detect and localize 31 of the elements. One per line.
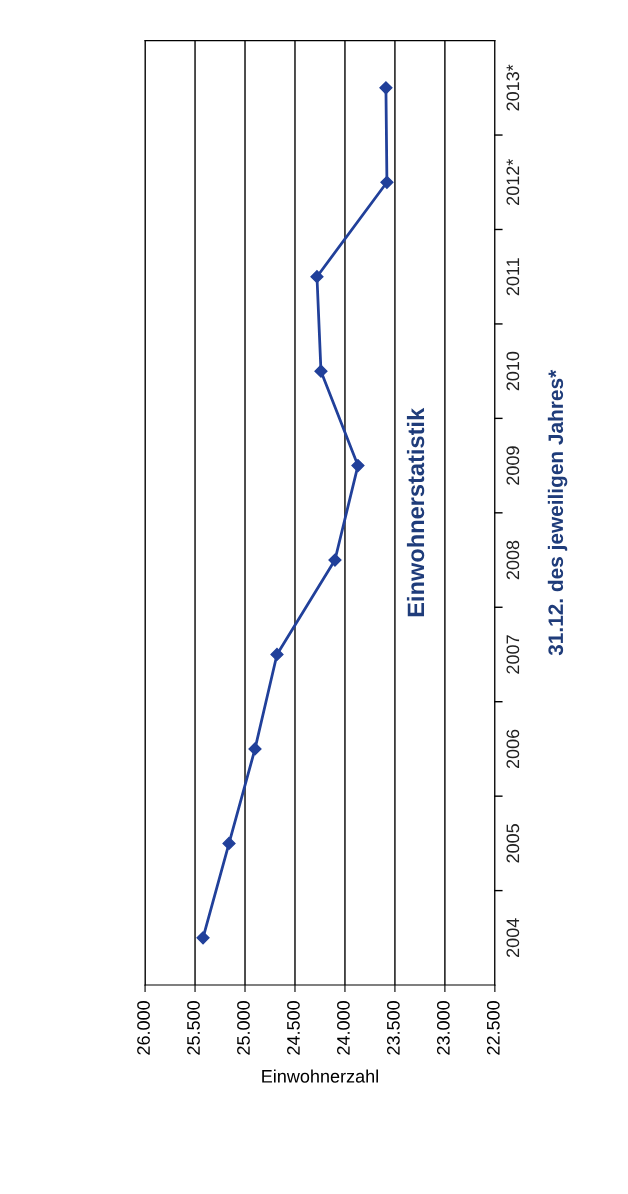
y-tick-label: 2010 xyxy=(506,351,520,391)
point xyxy=(310,270,324,284)
point xyxy=(351,459,365,473)
point xyxy=(379,81,393,95)
y-tick-label: 2006 xyxy=(506,729,520,769)
y-tick-label: 2007 xyxy=(506,635,520,674)
y-tick-label: 2012* xyxy=(506,158,520,205)
x-tick-label: 25.500 xyxy=(187,1001,200,1055)
y-tick-label: 2005 xyxy=(506,824,520,863)
text: Einwohnerstatistik xyxy=(406,407,425,617)
x-tick-label: 25.000 xyxy=(237,1001,250,1055)
x-tick-label: 24.000 xyxy=(337,1001,350,1055)
point xyxy=(314,364,328,378)
y-tick-label: 2011 xyxy=(506,258,520,296)
x-axis-title: Einwohnerzahl xyxy=(262,1069,378,1083)
point xyxy=(270,647,284,662)
point xyxy=(196,931,210,945)
x-tick-label: 23.000 xyxy=(436,1001,450,1055)
x-tick-label: 23.500 xyxy=(386,1001,400,1055)
y-tick-label: 2013* xyxy=(506,64,520,111)
point xyxy=(328,553,342,567)
y-tick-label: 2008 xyxy=(506,540,520,580)
x-tick-label: 22.500 xyxy=(486,1001,500,1055)
point xyxy=(222,836,236,850)
point xyxy=(248,742,262,756)
point xyxy=(380,175,394,189)
x-tick-label: 26.000 xyxy=(137,1001,150,1055)
x-tick-label: 24.500 xyxy=(287,1001,300,1055)
y-axis-title: 31.12. des jeweiligen Jahres* xyxy=(547,369,568,656)
y-tick-label: 2009 xyxy=(506,446,520,485)
y-tick-label: 2004 xyxy=(506,918,520,957)
